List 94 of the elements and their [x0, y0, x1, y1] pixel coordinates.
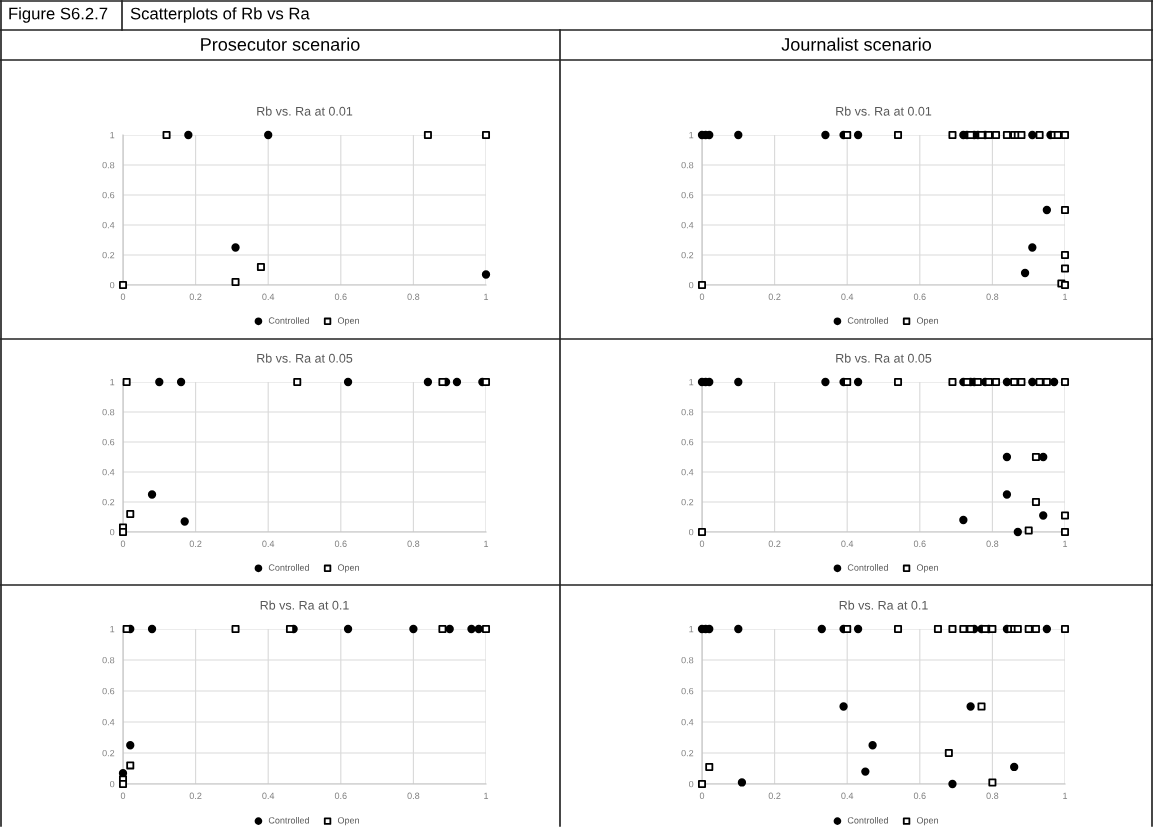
x-tick-label: 0.6: [913, 293, 926, 300]
x-tick-label: 1: [1063, 540, 1068, 547]
x-tick-label: 0: [699, 540, 705, 547]
y-tick-label: 0.2: [102, 749, 115, 757]
y-tick-label: 0.8: [681, 161, 694, 169]
y-tick-label: 0.4: [102, 468, 115, 476]
x-tick-label: 0.4: [262, 540, 275, 547]
y-tick-label: 0: [110, 281, 115, 289]
y-tick-label: 0.8: [102, 656, 115, 664]
y-tick-label: 0.2: [102, 251, 115, 259]
x-tick-label: 1: [1063, 792, 1068, 799]
chart-title: Rb vs. Ra at 0.1: [839, 600, 928, 610]
x-tick-label: 0.2: [768, 792, 781, 799]
x-tick-label: 0.8: [986, 293, 999, 300]
x-tick-label: 0.6: [913, 540, 926, 547]
y-tick-label: 0.6: [681, 687, 694, 695]
legend-label: Controlled: [268, 317, 309, 324]
x-tick-label: 0: [120, 540, 126, 547]
legend-label: Open: [337, 817, 359, 826]
x-tick-label: 0: [120, 293, 126, 300]
y-tick-label: 1: [110, 626, 115, 633]
y-tick-label: 0.4: [102, 221, 115, 229]
y-tick-label: 0: [110, 528, 115, 536]
y-tick-label: 1: [689, 626, 694, 633]
y-tick-label: 0.6: [681, 191, 694, 199]
y-tick-label: 0.6: [102, 687, 115, 695]
legend-label: Controlled: [847, 317, 888, 324]
x-tick-label: 0.2: [189, 540, 202, 547]
x-tick-label: 0: [699, 293, 705, 300]
x-tick-label: 0.8: [407, 293, 420, 300]
y-tick-label: 1: [689, 132, 694, 139]
chart-subtitle: Journalist scenario: [781, 37, 932, 51]
x-tick-label: 0: [699, 792, 705, 799]
legend-label: Open: [916, 317, 938, 326]
y-tick-label: 0.8: [681, 656, 694, 664]
chart-title: Rb vs. Ra at 0.05: [257, 353, 353, 363]
chart-title: Rb vs. Ra at 0.01: [257, 106, 353, 116]
x-tick-label: 0.6: [913, 792, 926, 799]
legend-label: Open: [337, 317, 359, 326]
legend-label: Controlled: [268, 816, 309, 824]
x-tick-label: 0.6: [334, 540, 347, 547]
y-tick-label: 0.8: [102, 408, 115, 416]
y-tick-label: 0: [689, 528, 694, 536]
y-tick-label: 0.4: [102, 718, 115, 726]
x-tick-label: 0.8: [407, 792, 420, 799]
x-tick-label: 1: [484, 792, 489, 799]
x-tick-label: 1: [484, 293, 489, 300]
y-tick-label: 0: [110, 780, 115, 788]
x-tick-label: 0: [120, 792, 126, 799]
x-tick-label: 1: [484, 540, 489, 547]
x-tick-label: 0.8: [986, 792, 999, 799]
x-tick-label: 0.2: [768, 540, 781, 547]
y-tick-label: 0.2: [681, 749, 694, 757]
y-tick-label: 1: [110, 379, 115, 386]
y-tick-label: 0.6: [681, 438, 694, 446]
text: Scatterplots of Rb vs Ra: [130, 7, 310, 23]
y-tick-label: 0.2: [681, 251, 694, 259]
x-tick-label: 0.4: [841, 293, 854, 300]
y-tick-label: 0.4: [681, 221, 694, 229]
x-tick-label: 0.2: [768, 293, 781, 300]
legend-label: Controlled: [847, 564, 888, 571]
y-tick-label: 0.4: [681, 718, 694, 726]
y-tick-label: 0.2: [681, 498, 694, 506]
y-tick-label: 0.8: [681, 408, 694, 416]
y-tick-label: 1: [110, 132, 115, 139]
y-tick-label: 0: [689, 281, 694, 289]
chart-title: Rb vs. Ra at 0.1: [260, 600, 349, 610]
y-tick-label: 0.4: [681, 468, 694, 476]
x-tick-label: 0.4: [841, 540, 854, 547]
caption: Figure S6.2.7: [9, 7, 108, 23]
legend-label: Open: [916, 564, 938, 573]
x-tick-label: 0.4: [262, 293, 275, 300]
y-tick-label: 0.6: [102, 438, 115, 446]
legend-label: Open: [337, 564, 359, 573]
y-tick-label: 0: [689, 780, 694, 788]
x-tick-label: 0.6: [334, 792, 347, 799]
legend-label: Controlled: [268, 564, 309, 571]
x-tick-label: 1: [1063, 293, 1068, 300]
x-tick-label: 0.6: [334, 293, 347, 300]
y-tick-label: 0.6: [102, 191, 115, 199]
x-tick-label: 0.2: [189, 792, 202, 799]
legend-label: Open: [916, 817, 938, 826]
chart-title: Rb vs. Ra at 0.01: [836, 106, 932, 116]
chart-subtitle: Prosecutor scenario: [201, 37, 360, 51]
chart-title: Rb vs. Ra at 0.05: [836, 353, 932, 363]
y-tick-label: 1: [689, 379, 694, 386]
x-tick-label: 0.4: [262, 792, 275, 799]
x-tick-label: 0.8: [986, 540, 999, 547]
legend-label: Controlled: [847, 816, 888, 824]
y-tick-label: 0.2: [102, 498, 115, 506]
x-tick-label: 0.4: [841, 792, 854, 799]
x-tick-label: 0.8: [407, 540, 420, 547]
y-tick-label: 0.8: [102, 161, 115, 169]
x-tick-label: 0.2: [189, 293, 202, 300]
